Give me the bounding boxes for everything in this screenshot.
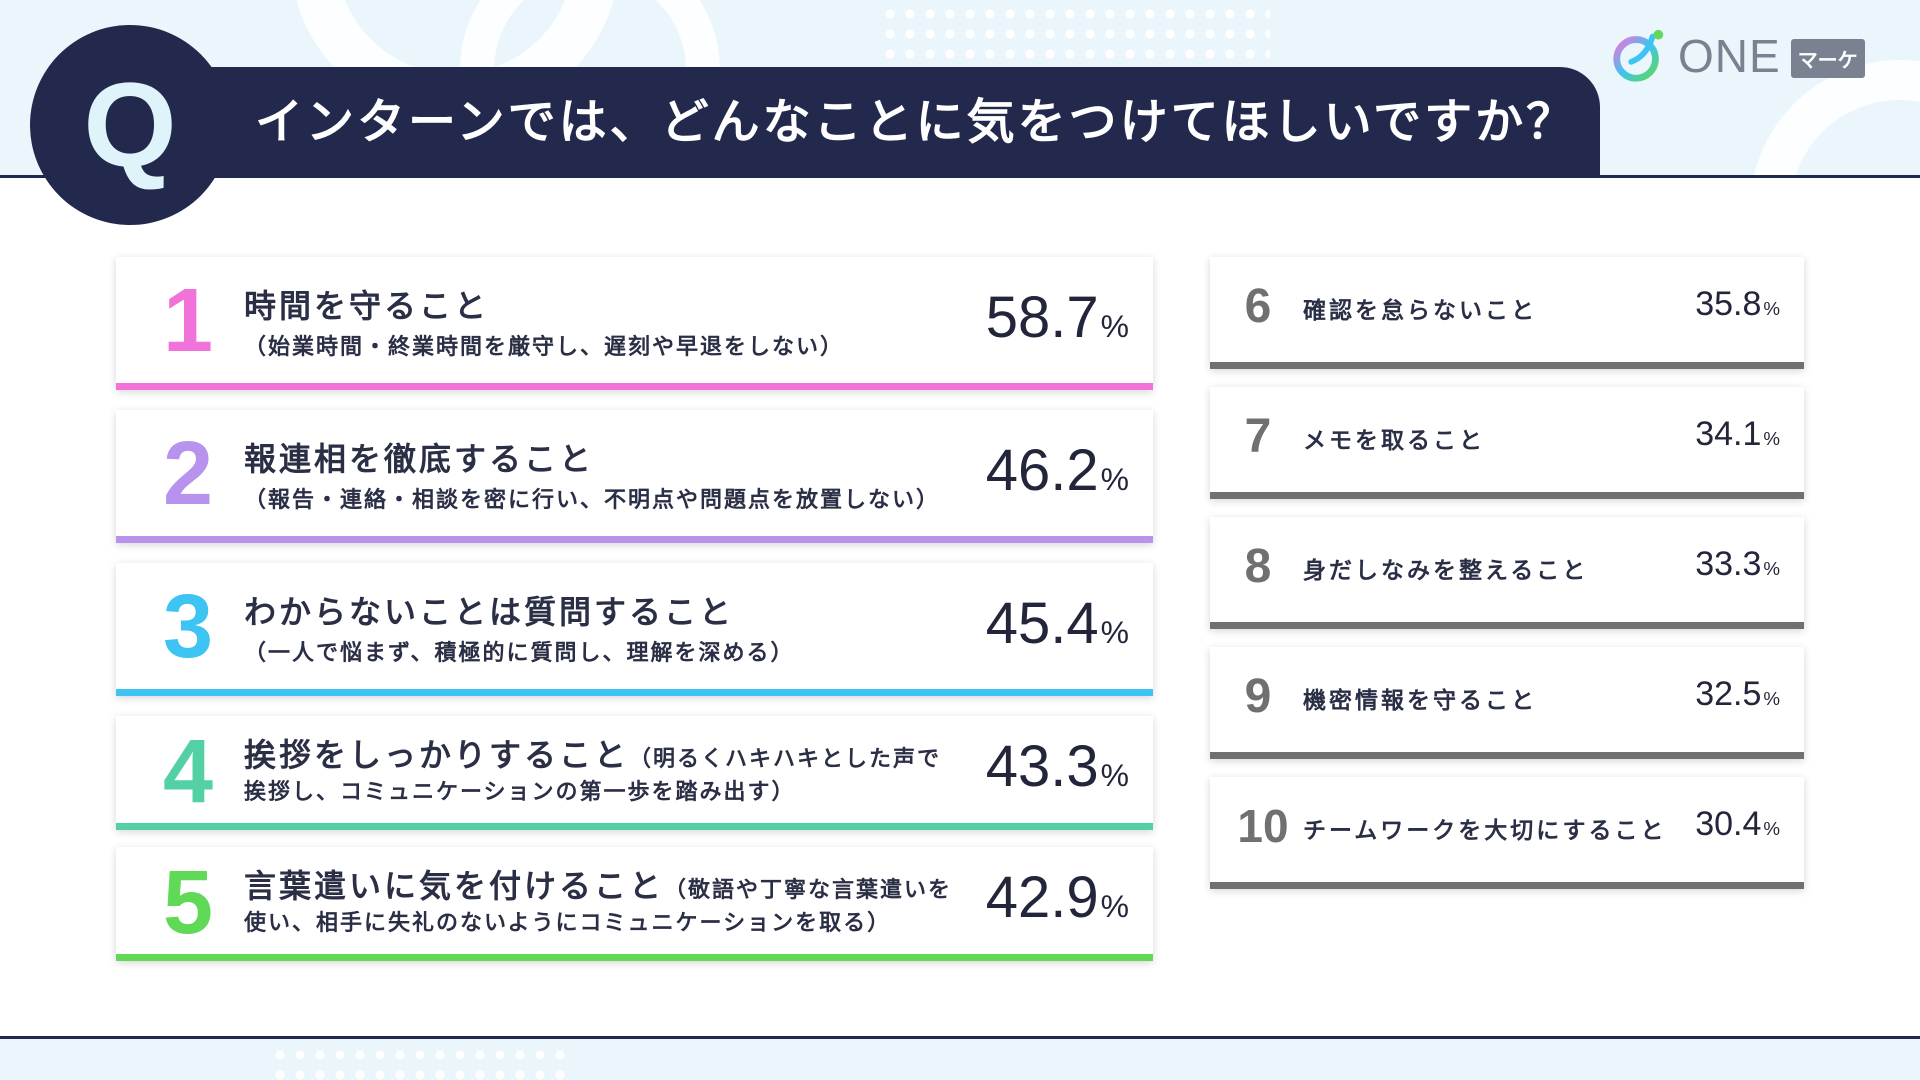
item-label: 報連相を徹底すること <box>244 434 594 480</box>
item-label: チームワークを大切にすること <box>1303 818 1667 844</box>
logo-text-one: ONE <box>1678 30 1781 82</box>
rank-number: 7 <box>1244 410 1272 463</box>
ranking-card: 6 確認を怠らないこと 35.8% <box>1210 257 1804 369</box>
percent-sign: % <box>1100 888 1129 924</box>
item-label: 身だしなみを整えること <box>1303 558 1589 584</box>
percent-sign: % <box>1100 757 1129 793</box>
item-detail: 挨拶し、コミュニケーションの第一歩を踏み出す） <box>244 780 796 805</box>
rank-number: 9 <box>1244 670 1272 723</box>
item-label: 機密情報を守ること <box>1303 688 1537 714</box>
percentage-value: 45.4% <box>986 590 1129 657</box>
percent-sign: % <box>1100 307 1129 344</box>
title-bar: インターンでは、どんなことに気をつけてほしいですか？ <box>90 67 1600 178</box>
ranking-card: 3 わからないことは質問すること （一人で悩まず、積極的に質問し、理解を深める） 45… <box>116 563 1153 696</box>
item-detail-inline: （敬語や丁寧な言葉遣いを <box>664 878 953 903</box>
percentage-number: 34.1 <box>1695 415 1762 453</box>
percentage-value: 35.8% <box>1695 285 1780 324</box>
item-detail: （報告・連絡・相談を密に行い、不明点や問題点を放置しない） <box>244 488 941 513</box>
rank-number: 3 <box>162 577 214 677</box>
rank-number: 6 <box>1244 280 1272 333</box>
rank-number: 1 <box>162 271 214 371</box>
item-label: 挨拶をしっかりすること（明るくハキハキとした声で <box>244 730 941 776</box>
item-label-text: わからないことは質問すること <box>244 593 735 631</box>
ranking-card: 4 挨拶をしっかりすること（明るくハキハキとした声で挨拶し、コミュニケーションの第… <box>116 716 1153 830</box>
item-detail: （一人で悩まず、積極的に質問し、理解を深める） <box>244 641 795 666</box>
rank-number: 8 <box>1244 540 1272 593</box>
item-label: メモを取ること <box>1303 428 1485 454</box>
logo-text-marke: マーケ <box>1790 38 1865 78</box>
percent-sign: % <box>1763 688 1780 709</box>
item-label-text: 言葉遣いに気を付けること <box>244 867 665 905</box>
percentage-number: 43.3 <box>985 734 1099 799</box>
page-title: インターンでは、どんなことに気をつけてほしいですか？ <box>255 94 1578 150</box>
percentage-number: 42.9 <box>985 865 1099 930</box>
ranking-card: 1 時間を守ること （始業時間・終業時間を厳守し、遅刻や早退をしない） 58.7% <box>116 257 1153 390</box>
item-detail: 使い、相手に失礼のないようにコミュニケーションを取る） <box>244 911 892 936</box>
item-detail: （始業時間・終業時間を厳守し、遅刻や早退をしない） <box>244 335 845 360</box>
item-label-text: 報連相を徹底すること <box>244 440 595 478</box>
percentage-number: 58.7 <box>985 284 1099 350</box>
item-label-text: 挨拶をしっかりすること <box>244 736 630 774</box>
decorative-dots <box>880 4 1270 66</box>
percent-sign: % <box>1100 613 1129 650</box>
ranking-card: 5 言葉遣いに気を付けること（敬語や丁寧な言葉遣いを使い、相手に失礼のないようにコ… <box>116 847 1153 961</box>
percentage-value: 43.3% <box>986 733 1129 800</box>
percent-sign: % <box>1763 298 1780 319</box>
percent-sign: % <box>1763 558 1780 579</box>
percentage-number: 33.3 <box>1695 545 1762 583</box>
ranking-card: 8 身だしなみを整えること 33.3% <box>1210 517 1804 629</box>
item-label: わからないことは質問すること <box>244 587 734 633</box>
item-label: 時間を守ること <box>244 281 489 327</box>
item-label: 確認を怠らないこと <box>1303 298 1537 324</box>
ranking-card: 2 報連相を徹底すること （報告・連絡・相談を密に行い、不明点や問題点を放置しない）… <box>116 410 1153 543</box>
rank-number: 5 <box>162 853 214 953</box>
percent-sign: % <box>1763 428 1780 449</box>
percentage-value: 42.9% <box>986 864 1129 931</box>
footer-decorative-dots <box>270 1045 570 1080</box>
rank-number: 4 <box>162 722 214 822</box>
percentage-number: 35.8 <box>1695 285 1762 323</box>
percentage-number: 45.4 <box>985 590 1099 656</box>
one-marke-logo-icon <box>1613 29 1664 82</box>
percent-sign: % <box>1100 460 1129 497</box>
percentage-value: 58.7% <box>986 284 1129 351</box>
percentage-number: 32.5 <box>1695 675 1762 713</box>
percentage-value: 33.3% <box>1695 545 1780 584</box>
ranking-card: 9 機密情報を守ること 32.5% <box>1210 647 1804 759</box>
rank-number: 10 <box>1237 800 1289 852</box>
percentage-value: 30.4% <box>1695 805 1780 844</box>
question-letter: Q <box>83 58 177 192</box>
percentage-number: 46.2 <box>985 437 1099 503</box>
percent-sign: % <box>1763 818 1780 839</box>
ranking-card: 10 チームワークを大切にすること 30.4% <box>1210 777 1804 889</box>
percentage-value: 32.5% <box>1695 675 1780 714</box>
question-badge: Q <box>30 25 230 225</box>
footer-band <box>0 1036 1920 1080</box>
item-detail-inline: （明るくハキハキとした声で <box>629 747 942 772</box>
ranking-card: 7 メモを取ること 34.1% <box>1210 387 1804 499</box>
item-label-text: 時間を守ること <box>244 287 490 325</box>
percentage-value: 34.1% <box>1695 415 1780 454</box>
item-label: 言葉遣いに気を付けること（敬語や丁寧な言葉遣いを <box>244 861 952 907</box>
rank-number: 2 <box>162 424 214 524</box>
percentage-value: 46.2% <box>986 437 1129 504</box>
percentage-number: 30.4 <box>1695 805 1762 843</box>
brand-logo: ONE マーケ <box>1610 26 1895 86</box>
